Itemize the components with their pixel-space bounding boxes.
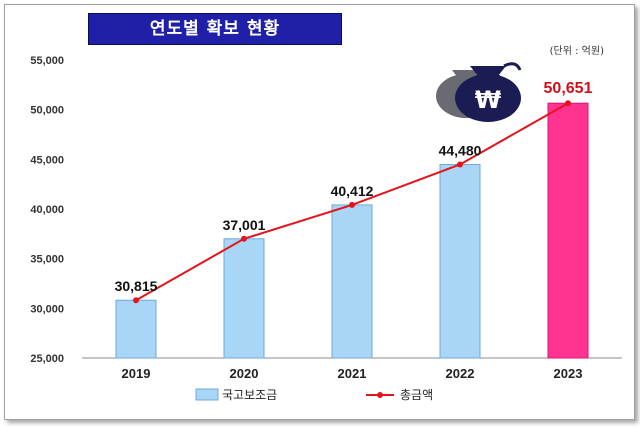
data-label: 50,651: [544, 80, 593, 97]
line-series: [133, 100, 571, 304]
line-point: [241, 235, 247, 242]
svg-text:₩: ₩: [475, 86, 502, 114]
chart-frame: [4, 4, 635, 420]
money-bag-won-icon: ₩: [436, 62, 522, 122]
x-tick-label: 2020: [230, 366, 259, 381]
x-tick-label: 2023: [554, 366, 583, 381]
x-tick-label: 2022: [446, 366, 475, 381]
y-tick-label: 25,000: [30, 353, 64, 365]
legend: 국고보조금 총금액: [195, 388, 433, 402]
y-tick-label: 55,000: [30, 55, 64, 67]
legend-label-bar: 국고보조금: [222, 388, 277, 402]
line-point: [565, 100, 571, 107]
x-tick-label: 2021: [338, 366, 367, 381]
data-label: 37,001: [223, 217, 266, 233]
bar: [223, 238, 265, 359]
y-tick-label: 50,000: [30, 105, 64, 117]
bar: [115, 299, 157, 359]
unit-note: (단위 : 억원): [550, 44, 604, 57]
legend-swatch-bar: [195, 388, 219, 401]
y-axis: 25,000 30,000 35,000 40,000 45,000 50,000 55,0…: [30, 55, 64, 365]
legend-label-line: 총금액: [400, 388, 433, 402]
data-label: 44,480: [439, 142, 482, 158]
chart-title: 연도별 확보 현황: [88, 13, 342, 45]
x-tick-label: 2019: [122, 366, 151, 381]
bar: [439, 163, 481, 359]
data-labels: 30,815 37,001 40,412 44,480 50,651: [115, 80, 593, 294]
y-tick-label: 45,000: [30, 154, 64, 166]
bar-series: [115, 102, 589, 359]
y-tick-label: 30,000: [30, 303, 64, 315]
line-point: [349, 201, 355, 208]
y-tick-label: 40,000: [30, 204, 64, 216]
legend-marker: [377, 392, 383, 398]
y-tick-label: 35,000: [30, 254, 64, 266]
x-axis: 2019 2020 2021 2022 2023: [122, 366, 583, 381]
line-point: [133, 297, 139, 304]
line-point: [457, 161, 463, 168]
data-label: 40,412: [331, 183, 374, 199]
bar-highlight: [547, 102, 589, 359]
data-label: 30,815: [115, 278, 158, 294]
bar: [331, 204, 373, 359]
